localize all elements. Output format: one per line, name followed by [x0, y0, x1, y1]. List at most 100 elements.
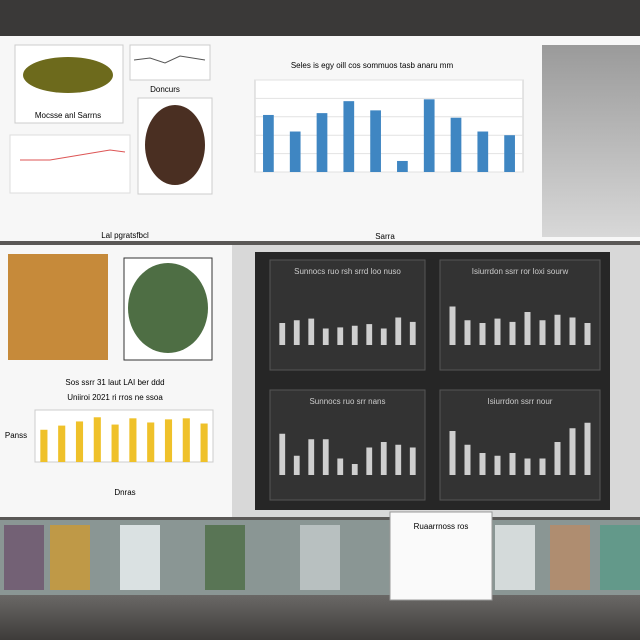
- bar: [308, 439, 315, 475]
- bar: [75, 421, 84, 462]
- bar: [509, 453, 516, 475]
- bar: [279, 433, 286, 475]
- bar: [449, 306, 456, 345]
- bar: [584, 422, 591, 475]
- bar: [504, 135, 515, 172]
- bar: [479, 323, 486, 345]
- thumb-tile: [600, 525, 640, 590]
- thumb-tile: [550, 525, 590, 590]
- bar: [293, 455, 300, 475]
- bar: [93, 417, 101, 462]
- bar: [479, 453, 486, 475]
- bar: [293, 320, 300, 345]
- caption: Lal pgratsfbcl: [101, 231, 149, 240]
- bar: [524, 312, 531, 345]
- chart-title: Sunnocs ruo srr nans: [309, 397, 385, 406]
- dark-chart: [439, 259, 601, 371]
- floor: [0, 595, 640, 640]
- chart-title: Isiurrdon ssrr ror loxi sourw: [472, 267, 569, 276]
- bar: [494, 455, 501, 475]
- bar: [450, 117, 462, 172]
- bar: [129, 418, 137, 462]
- bar: [200, 423, 208, 462]
- bar: [539, 320, 546, 345]
- bar: [351, 325, 358, 345]
- thumb-image: [23, 57, 113, 93]
- gray-card: [542, 45, 640, 237]
- bar: [494, 318, 501, 345]
- bar: [370, 110, 381, 172]
- thumb-tile: [120, 525, 160, 590]
- thumb-tile: [205, 525, 245, 590]
- bar: [263, 114, 274, 172]
- x-axis-label: Sarra: [375, 232, 395, 241]
- bar: [397, 160, 408, 172]
- bar: [380, 328, 387, 345]
- thumb-label: Mocsse anl Sarrns: [35, 111, 101, 120]
- bar: [554, 314, 561, 345]
- dark-chart: [269, 259, 426, 371]
- bar: [409, 321, 416, 345]
- bar: [322, 328, 329, 345]
- bar: [147, 422, 155, 462]
- bar: [279, 323, 286, 345]
- bar: [464, 444, 471, 475]
- thumb-tile: [495, 525, 535, 590]
- bar: [343, 101, 355, 172]
- bar: [111, 424, 119, 462]
- photo: [128, 263, 208, 353]
- bar: [366, 447, 373, 475]
- dark-chart: [269, 389, 426, 501]
- bar: [554, 442, 561, 475]
- y-axis-label: Panss: [5, 431, 27, 440]
- chart-title: Isiurrdon ssrr nour: [488, 397, 553, 406]
- wall: [0, 0, 640, 36]
- bar: [423, 99, 435, 172]
- bar: [395, 317, 402, 345]
- bar: [509, 321, 516, 345]
- bar: [337, 327, 344, 345]
- card-title: Ruaarrnoss ros: [414, 522, 469, 531]
- bar: [308, 318, 315, 345]
- card: [389, 511, 493, 601]
- dark-chart: [439, 389, 601, 501]
- chart-title: Sos ssrr 31 laut LAI ber ddd: [65, 378, 164, 387]
- bar: [351, 464, 358, 475]
- bar: [524, 458, 531, 475]
- bar: [569, 428, 576, 475]
- bar: [58, 425, 66, 462]
- thumb-label: Doncurs: [150, 85, 180, 94]
- bar: [182, 418, 190, 462]
- spark: [133, 55, 206, 64]
- chart-title: Sunnocs ruo rsh srrd loo nuso: [294, 267, 401, 276]
- bar: [40, 429, 48, 462]
- bar: [164, 419, 173, 462]
- bar: [449, 431, 456, 475]
- x-axis-label: Dnras: [114, 488, 135, 497]
- mini-chart: [9, 134, 131, 194]
- bar: [322, 439, 329, 475]
- bar: [477, 131, 489, 172]
- thumb-tile: [300, 525, 340, 590]
- mini-line: [20, 149, 126, 161]
- thumb-tile: [50, 525, 90, 590]
- bar: [316, 113, 328, 172]
- bar: [464, 320, 471, 345]
- bar: [380, 442, 387, 475]
- bar: [395, 444, 402, 475]
- chart-title: Uniiroi 2021 ri rros ne ssoa: [67, 393, 163, 402]
- photo: [8, 254, 108, 360]
- bar: [584, 323, 591, 345]
- thumb-tile: [4, 525, 44, 590]
- chart-title: Seles is egy oill cos sommuos tasb anaru…: [291, 61, 454, 70]
- bar: [366, 324, 373, 345]
- bar: [337, 458, 344, 475]
- bar: [409, 447, 416, 475]
- bar: [569, 317, 576, 345]
- thumb: [129, 44, 211, 81]
- bar: [539, 458, 546, 475]
- bar: [289, 131, 301, 172]
- thumb-image: [145, 105, 205, 185]
